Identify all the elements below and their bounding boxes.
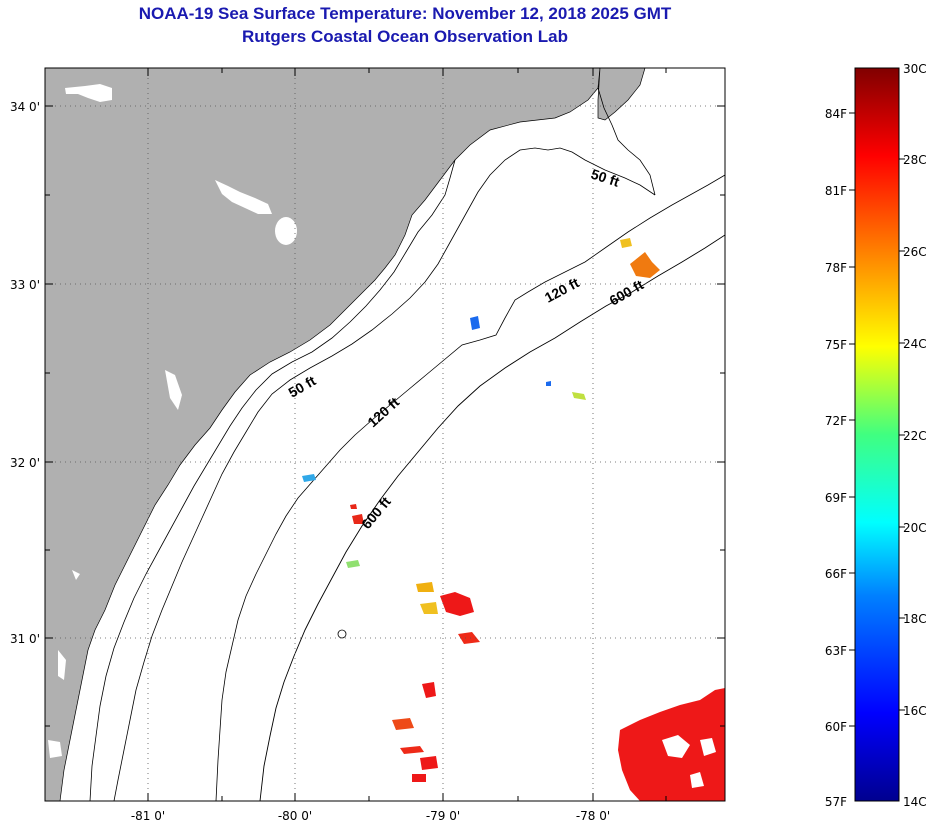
sst-patches (302, 238, 725, 801)
lat-label-32: 32 0' (10, 456, 40, 470)
axis-ticks (45, 68, 725, 801)
map-subtitle: Rutgers Coastal Ocean Observation Lab (242, 27, 568, 46)
fahrenheit-label: 75F (825, 338, 847, 352)
land-mass (45, 68, 601, 801)
lon-label-80: -80 0' (278, 809, 312, 823)
land-northeast (597, 68, 646, 121)
fahrenheit-labels: 84F 81F 78F 75F 72F 69F 66F 63F 60F 57F (825, 107, 847, 809)
celsius-label: 16C (903, 704, 927, 718)
coastline (89, 87, 656, 801)
lat-label-31: 31 0' (10, 632, 40, 646)
fahrenheit-label: 63F (825, 644, 847, 658)
celsius-label: 30C (903, 62, 927, 76)
isobath-120ft (215, 174, 725, 801)
map-title: NOAA-19 Sea Surface Temperature: Novembe… (138, 4, 672, 23)
lon-label-79: -79 0' (426, 809, 460, 823)
fahrenheit-label: 60F (825, 720, 847, 734)
graticule (45, 68, 725, 801)
longitude-labels: -81 0' -80 0' -79 0' -78 0' (131, 809, 610, 823)
fahrenheit-label: 78F (825, 261, 847, 275)
fahrenheit-label: 57F (825, 795, 847, 809)
celsius-labels: 30C 28C 26C 24C 22C 20C 18C 16C 14C (903, 62, 927, 809)
colorbar-gradient (854, 67, 900, 802)
lat-label-34: 34 0' (10, 100, 40, 114)
fahrenheit-label: 66F (825, 567, 847, 581)
lon-label-81: -81 0' (131, 809, 165, 823)
celsius-label: 28C (903, 153, 927, 167)
latitude-labels: 34 0' 33 0' 32 0' 31 0' (10, 100, 40, 646)
celsius-label: 18C (903, 612, 927, 626)
isobath-50ft (113, 147, 656, 801)
celsius-label: 24C (903, 337, 927, 351)
isobath-600ft (259, 234, 725, 801)
lon-label-78: -78 0' (576, 809, 610, 823)
inland-water (48, 84, 297, 758)
celsius-label: 20C (903, 521, 927, 535)
fahrenheit-label: 81F (825, 184, 847, 198)
celsius-label: 14C (903, 795, 927, 809)
colorbar-ticks (849, 112, 905, 727)
celsius-label: 26C (903, 245, 927, 259)
fahrenheit-label: 84F (825, 107, 847, 121)
celsius-label: 22C (903, 429, 927, 443)
fahrenheit-label: 69F (825, 491, 847, 505)
fahrenheit-label: 72F (825, 414, 847, 428)
contour-ring (337, 629, 347, 639)
lat-label-33: 33 0' (10, 278, 40, 292)
map-frame (44, 67, 726, 802)
